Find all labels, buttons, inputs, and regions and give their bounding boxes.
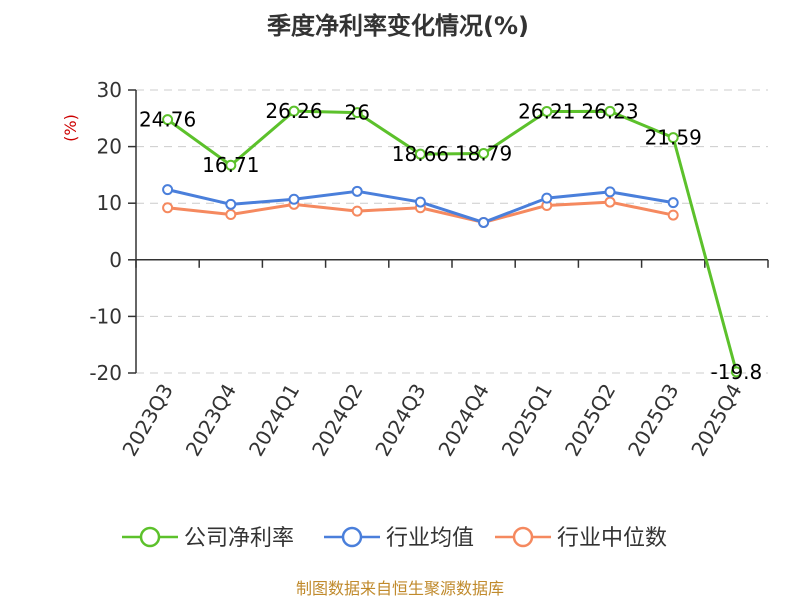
x-tick-label: 2024Q3	[370, 380, 430, 461]
data-point	[667, 209, 679, 221]
data-label: -19.8	[711, 360, 763, 384]
data-point	[414, 196, 426, 208]
data-label: 21.59	[645, 126, 702, 150]
legend: 公司净利率 行业均值 行业中位数	[122, 526, 667, 551]
data-point	[288, 105, 300, 117]
series-line	[166, 109, 738, 373]
y-tick-label: -10	[89, 304, 122, 328]
x-tick-label: 2025Q1	[497, 380, 557, 461]
data-point	[667, 197, 679, 209]
legend-marker	[341, 526, 363, 548]
data-point	[351, 205, 363, 217]
data-label: 18.79	[455, 141, 512, 165]
y-tick-label: 0	[109, 248, 122, 272]
data-point	[162, 114, 174, 126]
data-label: 18.66	[392, 142, 449, 166]
data-point	[414, 148, 426, 160]
data-label: 26.23	[581, 99, 638, 123]
data-point	[225, 159, 237, 171]
data-point	[541, 192, 553, 204]
data-point	[730, 366, 742, 378]
data-label: 26.26	[265, 99, 322, 123]
data-point	[288, 193, 300, 205]
data-point	[225, 198, 237, 210]
data-point	[604, 186, 616, 198]
legend-marker	[139, 526, 161, 548]
data-point	[478, 216, 490, 228]
data-point	[478, 147, 490, 159]
data-label: 26	[344, 101, 369, 125]
y-tick-label: 20	[97, 135, 122, 159]
x-tick-label: 2023Q3	[117, 380, 177, 461]
x-tick-label: 2024Q2	[307, 380, 367, 461]
x-tick-label: 2024Q4	[433, 380, 493, 461]
data-point	[351, 107, 363, 119]
chart-title: 季度净利率变化情况(%)	[267, 12, 529, 40]
legend-label: 行业均值	[386, 526, 474, 551]
data-point	[604, 196, 616, 208]
x-tick-label: 2025Q4	[686, 380, 746, 461]
source-note: 制图数据来自恒生聚源数据库	[296, 579, 504, 598]
data-point	[667, 132, 679, 144]
data-point	[162, 202, 174, 214]
x-tick-label: 2024Q1	[244, 380, 304, 461]
y-tick-label: -20	[89, 361, 122, 385]
series-lines	[162, 105, 742, 378]
x-tick-label: 2025Q3	[623, 380, 683, 461]
x-tick-label: 2023Q4	[181, 380, 241, 461]
legend-label: 行业中位数	[557, 526, 667, 551]
data-point	[351, 185, 363, 197]
data-point	[162, 184, 174, 196]
data-label: 24.76	[139, 108, 196, 132]
data-point	[541, 105, 553, 117]
y-tick-label: 10	[97, 191, 122, 215]
data-point	[225, 209, 237, 221]
data-point	[604, 105, 616, 117]
x-tick-label: 2025Q2	[560, 380, 620, 461]
data-label: 26.21	[518, 99, 575, 123]
y-axis-label: (%)	[61, 114, 80, 142]
data-label: 16.71	[202, 153, 259, 177]
legend-label: 公司净利率	[184, 526, 294, 551]
y-tick-label: 30	[97, 78, 122, 102]
legend-marker	[512, 526, 534, 548]
